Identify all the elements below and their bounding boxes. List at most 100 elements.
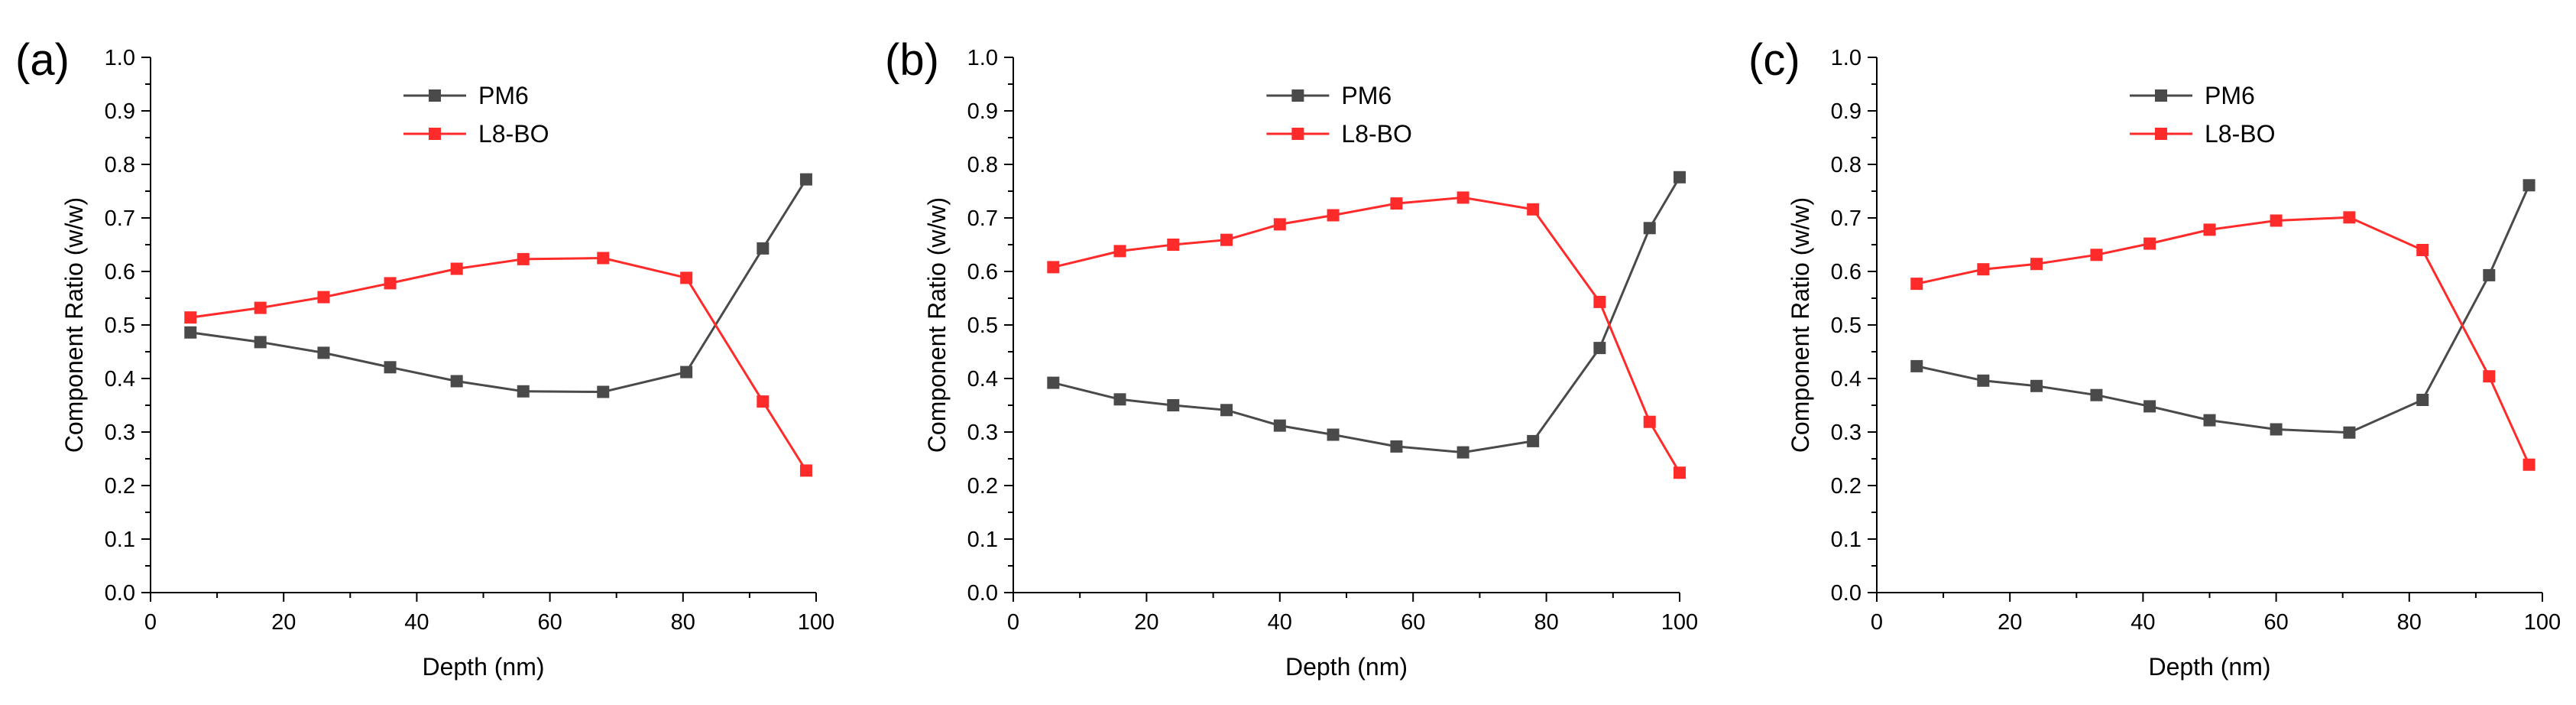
y-tick-label: 0.4 — [967, 367, 998, 391]
data-point — [1674, 171, 1686, 184]
legend-label: L8-BO — [478, 120, 549, 148]
y-tick-label: 0.6 — [967, 260, 998, 284]
x-tick-label: 40 — [1268, 610, 1292, 635]
data-point — [1220, 404, 1233, 417]
data-point — [384, 361, 397, 374]
legend-swatch-marker — [428, 128, 441, 140]
x-axis-title: Depth (nm) — [2148, 653, 2270, 681]
series-l8-bo — [184, 252, 812, 477]
legend-swatch-marker — [428, 89, 441, 102]
data-point — [2343, 426, 2356, 439]
data-point — [757, 242, 770, 255]
x-axis-title: Depth (nm) — [422, 653, 544, 681]
panel-label: (a) — [15, 35, 70, 85]
data-point — [2270, 423, 2283, 436]
series-line — [190, 256, 808, 472]
data-point — [1910, 359, 1923, 372]
y-tick-label: 0.4 — [1831, 367, 1862, 391]
data-point — [384, 277, 397, 290]
y-tick-label: 0.3 — [967, 421, 998, 445]
x-tick-label: 80 — [671, 610, 695, 635]
data-point — [1113, 393, 1126, 406]
data-point — [1674, 466, 1686, 479]
data-point — [1593, 342, 1606, 355]
data-point — [799, 173, 812, 186]
x-tick-label: 100 — [1661, 610, 1698, 635]
data-point — [597, 252, 610, 265]
data-point — [254, 336, 267, 349]
series-line — [1916, 216, 2530, 466]
data-point — [1167, 399, 1180, 411]
series-l8-bo — [1910, 211, 2535, 471]
y-tick-label: 0.5 — [105, 314, 135, 338]
legend-swatch-marker — [1291, 128, 1304, 140]
data-point — [680, 271, 693, 284]
data-point — [1047, 376, 1060, 389]
y-tick-label: 0.8 — [105, 153, 135, 177]
data-point — [1643, 222, 1656, 235]
y-tick-label: 1.0 — [105, 46, 135, 70]
data-point — [1167, 239, 1180, 251]
data-point — [2143, 237, 2156, 250]
x-tick-label: 100 — [798, 610, 834, 635]
y-tick-label: 0.0 — [1831, 581, 1862, 606]
series-pm6 — [184, 173, 812, 398]
data-point — [2523, 179, 2535, 192]
x-tick-label: 80 — [2397, 610, 2422, 635]
data-point — [450, 262, 463, 275]
data-point — [317, 291, 330, 304]
y-tick-label: 0.6 — [1831, 260, 1862, 284]
y-tick-label: 0.7 — [105, 206, 135, 231]
legend-label: PM6 — [1341, 82, 1392, 109]
x-tick-label: 40 — [404, 610, 429, 635]
y-tick-label: 0.3 — [1831, 421, 1862, 445]
y-tick-label: 0.8 — [1831, 153, 1862, 177]
series-pm6 — [1047, 171, 1686, 459]
y-tick-label: 0.1 — [1831, 528, 1862, 552]
series-line — [190, 178, 808, 394]
x-tick-label: 20 — [1134, 610, 1158, 635]
data-point — [2203, 223, 2216, 236]
data-point — [2090, 388, 2103, 401]
legend-label: PM6 — [2205, 82, 2255, 109]
x-tick-label: 20 — [271, 610, 296, 635]
data-point — [2483, 268, 2496, 281]
y-tick-label: 0.3 — [105, 421, 135, 445]
y-tick-label: 0.1 — [105, 528, 135, 552]
data-point — [680, 365, 693, 378]
data-point — [1327, 428, 1340, 441]
x-tick-label: 60 — [1401, 610, 1425, 635]
data-point — [1047, 261, 1060, 274]
y-axis-title: Component Ratio (w/w) — [1787, 197, 1814, 453]
data-point — [1456, 446, 1469, 459]
data-point — [2523, 458, 2535, 471]
data-point — [1273, 218, 1286, 231]
data-point — [317, 346, 330, 359]
y-tick-label: 0.1 — [967, 528, 998, 552]
series-l8-bo — [1047, 191, 1686, 479]
chart-panel-1: 0.0 0.1 0.2 0.3 0.4 0.5 0.6 0.7 0.8 0.9 1.0 0 20 40 60… — [15, 35, 834, 681]
data-point — [1390, 197, 1403, 210]
y-tick-label: 1.0 — [967, 46, 998, 70]
data-point — [1593, 295, 1606, 308]
legend-label: L8-BO — [1341, 120, 1411, 148]
data-point — [2416, 394, 2429, 406]
y-tick-label: 0.6 — [105, 260, 135, 284]
data-point — [184, 326, 197, 339]
data-point — [1113, 245, 1126, 258]
data-point — [1390, 440, 1403, 453]
legend-entry: L8-BO — [1266, 120, 1412, 148]
data-point — [1273, 419, 1286, 432]
data-point — [517, 252, 530, 265]
x-tick-label: 40 — [2130, 610, 2155, 635]
y-axis-title: Component Ratio (w/w) — [60, 197, 88, 453]
data-point — [184, 311, 197, 324]
data-point — [2143, 400, 2156, 413]
x-tick-label: 0 — [1871, 610, 1883, 635]
x-tick-label: 60 — [2263, 610, 2288, 635]
series-line — [1916, 184, 2530, 434]
data-point — [757, 395, 770, 408]
y-tick-label: 0.9 — [105, 99, 135, 124]
x-tick-label: 0 — [144, 610, 157, 635]
legend-label: L8-BO — [2205, 120, 2275, 148]
